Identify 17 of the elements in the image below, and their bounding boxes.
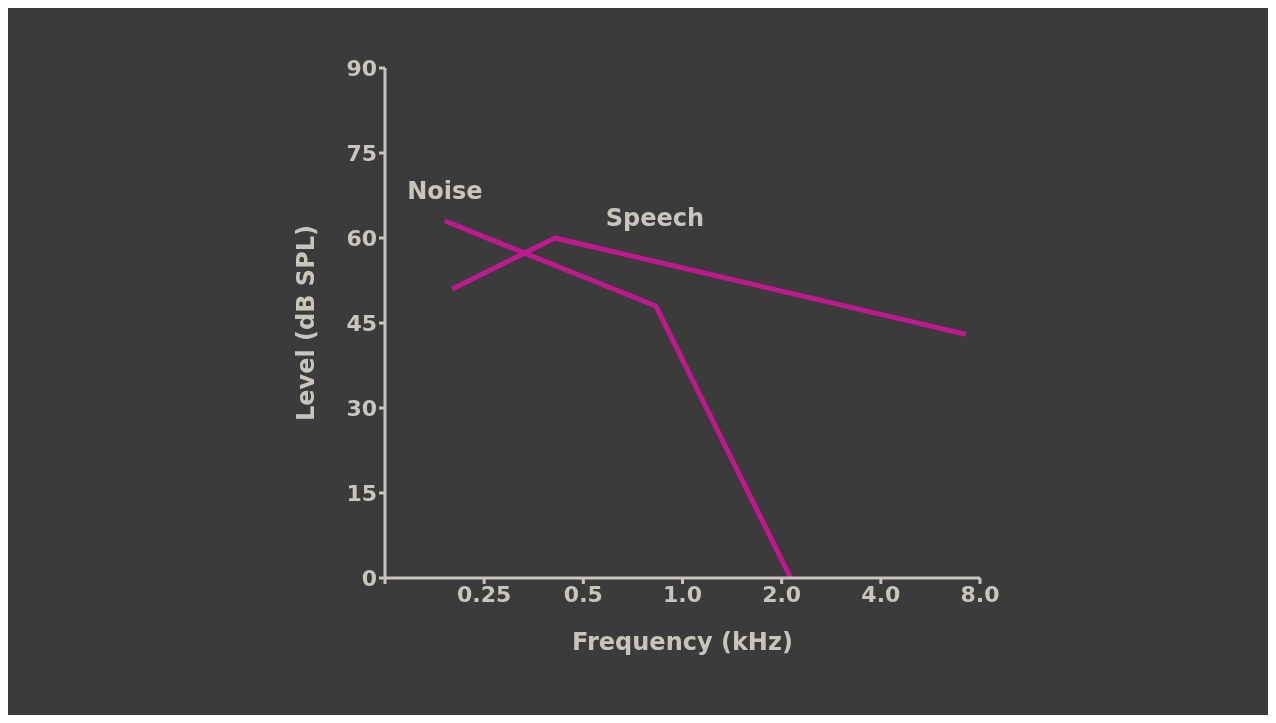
y-tick-label: 60: [346, 225, 377, 251]
series-label: Noise: [407, 177, 483, 205]
x-tick-label: 1.0: [663, 581, 702, 607]
y-tick-label: 0: [361, 565, 377, 591]
y-tick-label: 75: [346, 140, 377, 166]
x-axis-title: Frequency (kHz): [572, 628, 793, 656]
series-label: Speech: [605, 204, 705, 232]
x-tick-label: 4.0: [861, 581, 901, 607]
y-tick-label: 30: [346, 395, 377, 421]
y-axis-title: Level (dB SPL): [291, 224, 320, 422]
x-tick-label: 2.0: [762, 581, 802, 607]
y-tick-label: 45: [346, 310, 377, 336]
x-tick-label: 0.25: [457, 581, 512, 607]
x-tick-label: 0.5: [563, 581, 603, 607]
y-tick-label: 15: [346, 480, 377, 506]
x-tick-label: 8.0: [960, 581, 1000, 607]
y-tick-label: 90: [346, 55, 377, 81]
